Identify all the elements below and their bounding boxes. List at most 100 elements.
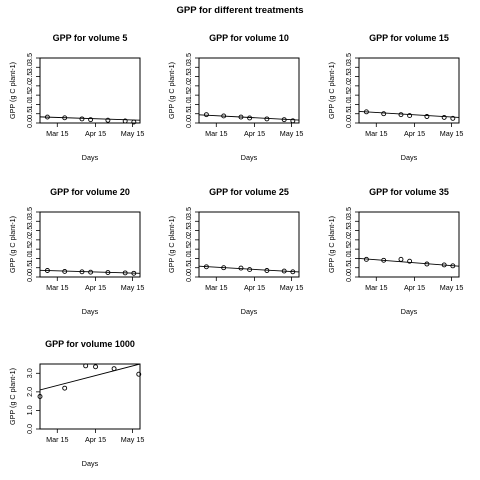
chart-panel-6: GPP for volume 35 0.00.51.01.52.02.53.03.… [327,187,463,316]
chart-panel-5: GPP for volume 25 0.00.51.01.52.02.53.03.… [167,187,303,316]
chart-panel-7: GPP for volume 1000 0.0 1.0 2.0 3.0 Mar 15 Apr… [8,339,144,468]
y-tick-label: 0.0 [344,272,353,282]
y-tick-label: 3.5 [344,207,353,217]
data-point [450,115,456,121]
y-tick-label: 3.0 [344,62,353,72]
y-tick-label: 2.0 [344,81,353,91]
y-tick-label: 3.5 [184,53,193,63]
x-tick-label: May 15 [121,129,145,138]
x-tick-label: Mar 15 [365,283,387,292]
data-point [79,269,85,275]
y-tick-label: 1.5 [184,244,193,254]
y-axis-label: GPP (g C plant-1) [8,216,17,273]
x-axis-label: Days [82,153,99,162]
data-point [44,268,50,273]
plot-frame [358,211,460,278]
data-point [281,268,287,274]
y-axis-label: GPP (g C plant-1) [8,62,17,119]
y-tick-label: 1.0 [25,99,34,109]
y-axis-label: GPP (g C plant-1) [167,62,176,119]
y-tick-label: 0.5 [344,263,353,273]
x-tick-label: Mar 15 [365,129,387,138]
data-point [62,115,68,121]
data-point [88,269,94,275]
panel-title: GPP for volume 10 [209,33,289,43]
x-tick-label: Apr 15 [244,283,265,292]
data-point [407,113,413,119]
y-tick-label: 2.5 [25,72,34,82]
y-tick-label: 0.0 [184,118,193,128]
x-axis-label: Days [82,307,99,316]
y-tick-label: 2.5 [184,226,193,236]
data-point [264,116,270,122]
x-tick-label: May 15 [121,283,145,292]
data-point [441,114,447,120]
trend-line [40,364,140,391]
x-tick-label: Mar 15 [46,435,68,444]
chart-panels: GPP for volume 50.00.51.01.52.02.53.03.5… [8,33,463,468]
y-tick-label: 3.5 [25,53,34,63]
x-axis-label: Days [401,153,418,162]
y-tick-label: 3.0 [344,216,353,226]
x-tick-label: Apr 15 [85,129,106,138]
chart-panel-3: GPP for volume 15 0.00.51.01.52.02.53.03.… [327,33,463,162]
data-point [450,263,456,269]
data-point [136,371,142,377]
data-point [93,364,99,370]
plot-frame [358,57,460,124]
y-tick-label: 2.0 [25,387,34,397]
x-tick-label: Mar 15 [46,129,68,138]
y-tick-label: 1.0 [344,253,353,263]
data-point [424,261,430,267]
y-tick-label: 3.0 [25,216,34,226]
x-tick-label: Mar 15 [205,129,227,138]
y-tick-label: 1.5 [25,90,34,100]
x-tick-label: Apr 15 [85,283,106,292]
y-axis-label: GPP (g C plant-1) [167,216,176,273]
data-point [424,114,430,119]
data-point [381,111,387,117]
data-point [37,394,43,399]
panel-title: GPP for volume 25 [209,187,289,197]
data-point [111,366,117,372]
panel-title: GPP for volume 5 [53,33,128,43]
y-tick-label: 2.5 [184,72,193,82]
y-tick-label: 3.5 [344,53,353,63]
y-tick-label: 0.5 [25,263,34,273]
data-point [88,117,94,123]
data-point [247,115,253,121]
x-axis-label: Days [241,153,258,162]
data-point [131,270,137,276]
y-tick-label: 1.0 [25,253,34,263]
y-tick-label: 0.0 [25,424,34,434]
data-point [398,256,404,262]
y-tick-label: 3.0 [184,62,193,72]
y-tick-label: 0.0 [344,118,353,128]
x-tick-label: Apr 15 [244,129,265,138]
data-point [398,112,404,118]
plot-frame [39,211,141,278]
y-tick-label: 1.5 [25,244,34,254]
data-point [105,270,111,275]
y-tick-label: 1.5 [184,90,193,100]
y-tick-label: 0.5 [25,109,34,119]
y-axis-label: GPP (g C plant-1) [8,368,17,425]
data-point [83,363,89,369]
data-point [122,270,128,276]
panel-title: GPP for volume 20 [50,187,130,197]
y-tick-label: 3.0 [25,368,34,378]
y-tick-label: 1.0 [184,99,193,109]
y-tick-label: 1.0 [184,253,193,263]
y-tick-label: 2.5 [344,72,353,82]
panel-title: GPP for volume 35 [369,187,449,197]
plot-frame [39,363,141,430]
chart-panel-2: GPP for volume 10 0.00.51.01.52.02.53.03.… [167,33,303,162]
data-point [290,269,296,275]
x-tick-label: Mar 15 [205,283,227,292]
y-tick-label: 3.5 [184,207,193,217]
data-point [238,114,244,120]
y-tick-label: 2.0 [184,235,193,245]
plot-frame [198,57,300,124]
